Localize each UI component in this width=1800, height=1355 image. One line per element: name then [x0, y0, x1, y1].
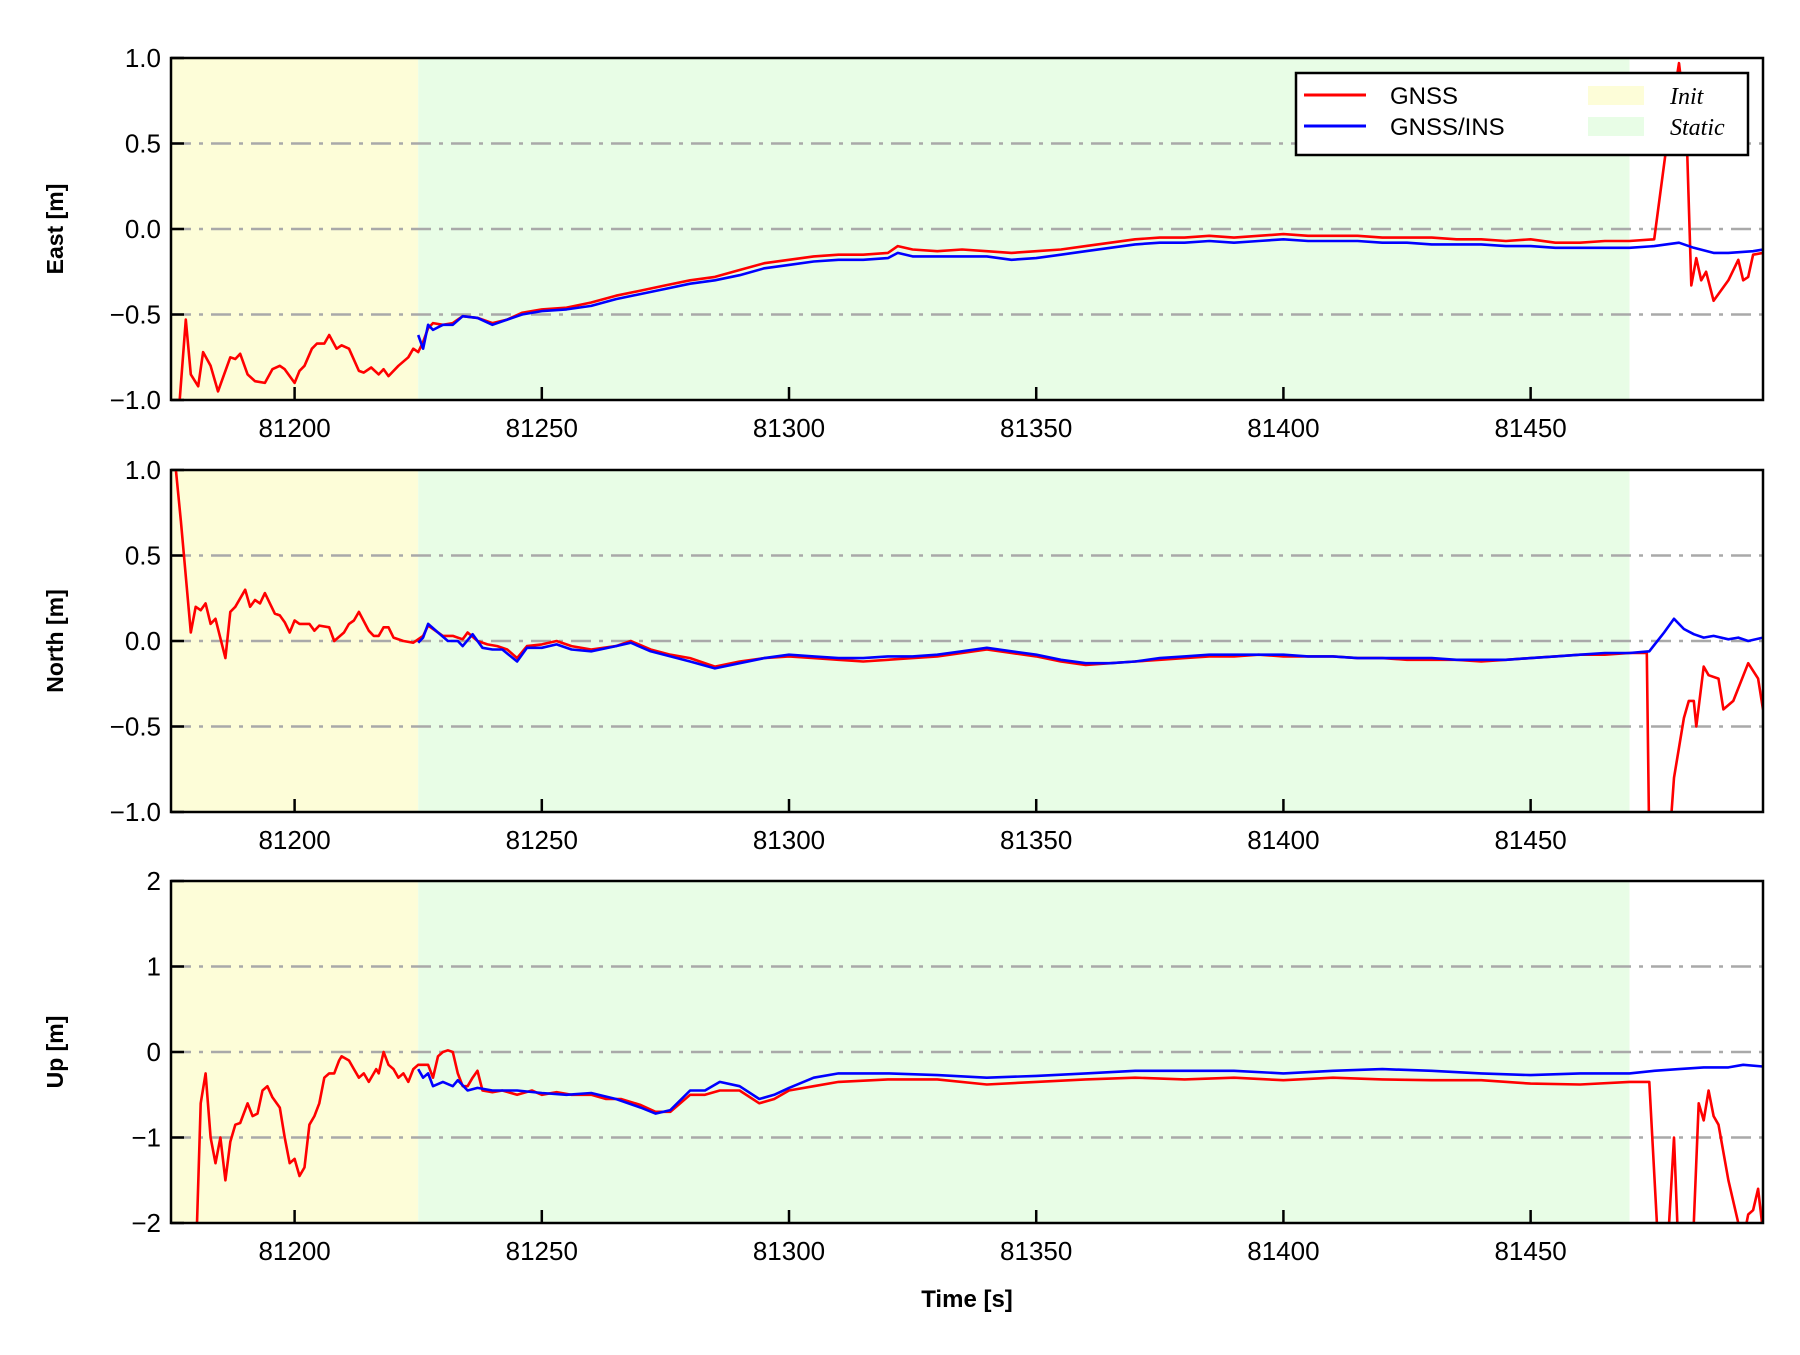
legend-static-swatch: [1588, 117, 1644, 136]
east-y-tick-label: 1.0: [125, 43, 161, 73]
north-y-tick-label: 0.0: [125, 626, 161, 656]
east-y-tick-label: 0.0: [125, 214, 161, 244]
east-x-tick-label: 81350: [1000, 413, 1072, 443]
east-y-tick-label: −1.0: [110, 385, 161, 415]
up-y-axis-label: Up [m]: [42, 1016, 68, 1089]
north-y-tick-label: 0.5: [125, 541, 161, 571]
east-x-tick-label: 81200: [258, 413, 330, 443]
legend-gnss-label: GNSS: [1390, 83, 1458, 110]
north-y-tick-label: −1.0: [110, 797, 161, 827]
north-x-tick-label: 81450: [1494, 825, 1566, 855]
east-x-tick-label: 81450: [1494, 413, 1566, 443]
east-x-tick-label: 81300: [753, 413, 825, 443]
north-y-axis-label: North [m]: [42, 589, 68, 692]
east-series-gnss-ins: [416, 238, 1763, 350]
north-x-tick-label: 81400: [1247, 825, 1319, 855]
legend-init-swatch: [1588, 86, 1644, 105]
east-series-gnss: [178, 61, 1763, 400]
legend-gnss-ins-label: GNSS/INS: [1390, 114, 1505, 141]
legend-init-label: Init: [1669, 84, 1705, 110]
north-y-tick-label: −0.5: [110, 712, 161, 742]
up-y-tick-label: 0: [147, 1037, 161, 1067]
legend: GNSS GNSS/INS Init Static: [1294, 71, 1750, 157]
east-axes-frame: [169, 56, 1765, 402]
east-y-tick-label: 0.5: [125, 129, 161, 159]
up-y-tick-label: −1: [131, 1123, 161, 1153]
east-x-tick-label: 81250: [506, 413, 578, 443]
north-x-tick-label: 81350: [1000, 825, 1072, 855]
up-x-tick-label: 81200: [258, 1236, 330, 1266]
legend-static-label: Static: [1670, 115, 1725, 141]
up-x-tick-label: 81350: [1000, 1236, 1072, 1266]
north-x-tick-label: 81250: [506, 825, 578, 855]
east-y-axis-label: East [m]: [42, 184, 68, 275]
up-axes-frame: [169, 879, 1765, 1225]
north-axes-frame: [169, 468, 1765, 814]
east-x-tick-label: 81400: [1247, 413, 1319, 443]
up-y-tick-label: 2: [147, 866, 161, 896]
up-x-tick-label: 81250: [506, 1236, 578, 1266]
up-x-tick-label: 81450: [1494, 1236, 1566, 1266]
east-y-tick-label: −0.5: [110, 300, 161, 330]
north-x-tick-label: 81300: [753, 825, 825, 855]
up-y-tick-label: −2: [131, 1208, 161, 1238]
up-series-gnss: [195, 1049, 1763, 1223]
north-x-tick-label: 81200: [258, 825, 330, 855]
north-series-gnss-ins: [417, 617, 1763, 670]
up-y-tick-label: 1: [147, 952, 161, 982]
up-x-tick-label: 81400: [1247, 1236, 1319, 1266]
x-axis-label: Time [s]: [921, 1286, 1013, 1313]
north-y-tick-label: 1.0: [125, 455, 161, 485]
up-x-tick-label: 81300: [753, 1236, 825, 1266]
up-series-gnss-ins: [417, 1063, 1763, 1115]
